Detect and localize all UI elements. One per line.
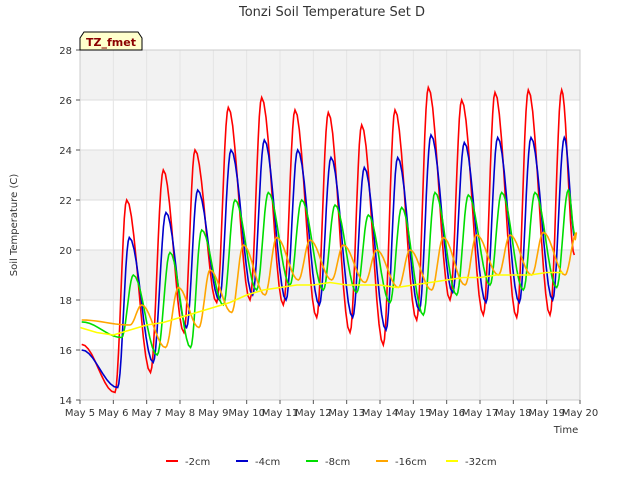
band (80, 350, 580, 400)
y-tick-label: 26 (59, 96, 72, 107)
x-tick-label: May 18 (495, 408, 532, 419)
series-line-m16cm (81, 231, 578, 349)
x-tick-label: May 8 (165, 408, 195, 419)
x-tick-label: May 11 (262, 408, 299, 419)
y-tick-label: 24 (59, 146, 72, 157)
x-tick-label: May 12 (295, 408, 332, 419)
y-tick-label: 14 (59, 396, 72, 407)
y-tick-label: 20 (59, 246, 72, 257)
x-axis-label: Time (553, 425, 578, 436)
y-tick-label: 22 (59, 196, 72, 207)
band (80, 50, 580, 100)
tag-text: TZ_fmet (86, 36, 136, 49)
legend-label: -16cm (395, 457, 427, 468)
tag-box (79, 31, 143, 51)
x-tick-label: May 16 (428, 408, 465, 419)
y-tick-label: 18 (59, 296, 72, 307)
x-tick-label: May 5 (65, 408, 95, 419)
x-tick-label: May 6 (98, 408, 128, 419)
legend-label: -8cm (325, 457, 350, 468)
legend-label: -2cm (185, 457, 210, 468)
y-axis-label: Soil Temperature (C) (9, 174, 20, 277)
x-tick-label: May 14 (362, 408, 399, 419)
dataset-tag: TZ_fmet (79, 31, 143, 51)
x-tick-label: May 19 (528, 408, 565, 419)
x-tick-label: May 10 (228, 408, 265, 419)
series-line-m8cm (81, 188, 576, 357)
x-tick-label: May 13 (328, 408, 365, 419)
x-tick-label: May 20 (562, 408, 599, 419)
x-tick-label: May 17 (462, 408, 499, 419)
plot-frame (79, 49, 581, 401)
legend: -2cm -4cm -8cm -16cm -32cm (166, 457, 497, 468)
legend-label: -4cm (255, 457, 280, 468)
y-tick-label: 16 (59, 346, 72, 357)
x-tick-label: May 7 (132, 408, 162, 419)
x-tick-label: May 15 (395, 408, 432, 419)
series-line-m32cm (79, 271, 564, 336)
y-tick-label: 28 (59, 46, 72, 57)
series-line-m2cm (81, 84, 576, 394)
series-lines (79, 84, 578, 394)
y-axis-ticks: 14 16 18 20 22 24 26 28 (59, 46, 80, 407)
x-tick-label: May 9 (198, 408, 228, 419)
chart-title: Tonzi Soil Temperature Set D (238, 5, 425, 20)
legend-label: -32cm (465, 457, 497, 468)
